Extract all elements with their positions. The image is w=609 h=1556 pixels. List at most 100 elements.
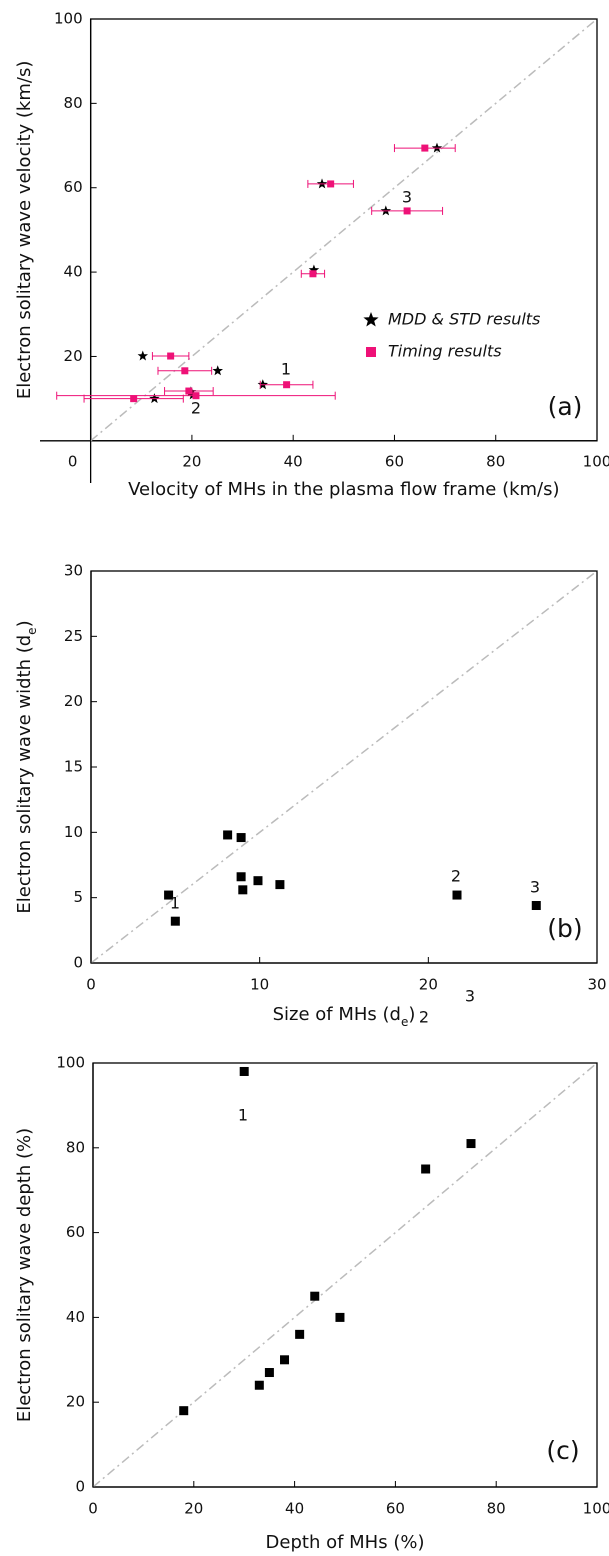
x-tick-label: 60 (385, 452, 404, 470)
x-tick-label: 40 (284, 452, 303, 470)
reference-line (90, 18, 598, 442)
x-tick-label: 60 (386, 1500, 405, 1518)
x-tick-label: 40 (285, 1500, 304, 1518)
star-point (257, 379, 268, 390)
x-axis-title-part: ) (408, 1004, 415, 1025)
y-tick-label: 100 (56, 1054, 85, 1072)
y-tick-label: 5 (73, 888, 83, 906)
x-axis-title: Depth of MHs (%) (266, 1532, 425, 1553)
square-point (223, 830, 233, 840)
square-point (280, 1355, 290, 1365)
x-tick-label: 0 (68, 452, 78, 470)
x-axis-title-part: e (401, 1015, 408, 1029)
x-tick-label: 80 (487, 1500, 506, 1518)
x-tick-label: 100 (583, 1500, 609, 1518)
x-tick-label: 20 (182, 452, 201, 470)
x-axis-title-part: Size of MHs (d (273, 1004, 401, 1025)
reference-line (90, 570, 598, 964)
square-point (264, 1368, 274, 1378)
annotation: 2 (451, 867, 461, 886)
star-point (149, 393, 160, 404)
y-tick-label: 60 (66, 1223, 85, 1241)
x-tick-label: 20 (419, 976, 438, 994)
annotation: 3 (402, 188, 412, 207)
x-tick-label: 10 (250, 976, 269, 994)
panel-label: (c) (546, 1436, 579, 1465)
x-axis-title: Velocity of MHs in the plasma flow frame… (128, 479, 559, 500)
y-tick-label: 25 (64, 627, 83, 645)
y-tick-label: 20 (64, 347, 83, 365)
square-point (239, 1066, 249, 1076)
square-point (403, 207, 411, 215)
legend-marker (363, 312, 379, 327)
legend-label: Timing results (388, 342, 502, 361)
x-tick-label: 0 (88, 1500, 98, 1518)
square-point (238, 885, 248, 895)
star-point (380, 205, 392, 216)
square-point (327, 180, 335, 188)
square-point (531, 901, 541, 911)
legend-label: MDD & STD results (388, 310, 540, 329)
square-point (421, 1164, 431, 1174)
annotation: 3 (465, 987, 475, 1006)
y-tick-label: 20 (64, 692, 83, 710)
square-point (309, 270, 317, 278)
square-point (236, 872, 246, 882)
square-point (466, 1139, 476, 1149)
annotation: 3 (530, 878, 540, 897)
annotation: 2 (419, 1008, 429, 1027)
square-point (130, 395, 138, 403)
star-point (308, 264, 320, 275)
square-point (179, 1406, 189, 1416)
square-point (452, 890, 462, 900)
square-point (167, 352, 175, 360)
square-point (185, 387, 193, 395)
square-point (164, 890, 174, 900)
y-axis-title: Electron solitary wave depth (%) (14, 1128, 35, 1422)
y-tick-label: 20 (66, 1393, 85, 1411)
star-point (431, 142, 443, 153)
x-tick-label: 30 (587, 976, 606, 994)
square-point (181, 367, 189, 375)
y-tick-label: 80 (64, 94, 83, 112)
square-point (295, 1329, 305, 1339)
annotation: 1 (170, 894, 180, 913)
star-point (316, 178, 328, 189)
square-point (170, 916, 180, 926)
reference-line (92, 1062, 598, 1488)
x-tick-label: 20 (184, 1500, 203, 1518)
square-point (310, 1291, 320, 1301)
square-point (335, 1312, 345, 1322)
y-axis-title: Electron solitary wave velocity (km/s) (14, 61, 35, 400)
y-tick-label: 30 (64, 562, 83, 580)
y-tick-label: 0 (75, 1478, 85, 1496)
square-point (192, 392, 200, 400)
square-point (253, 876, 263, 886)
y-tick-label: 15 (64, 758, 83, 776)
y-tick-label: 100 (54, 10, 83, 28)
legend-marker (366, 347, 376, 357)
y-tick-label: 40 (66, 1308, 85, 1326)
x-tick-label: 100 (583, 452, 609, 470)
y-tick-label: 60 (64, 178, 83, 196)
annotation: 1 (281, 360, 291, 379)
y-axis-title-part: e (25, 627, 39, 634)
square-point (275, 880, 285, 890)
square-point (421, 144, 429, 152)
y-axis-title-part: Electron solitary wave width (d (14, 635, 35, 914)
square-point (254, 1380, 264, 1390)
star-point (212, 365, 223, 376)
y-tick-label: 80 (66, 1138, 85, 1156)
y-tick-label: 40 (64, 263, 83, 281)
y-tick-label: 10 (64, 823, 83, 841)
star-point (137, 350, 148, 361)
square-point (283, 381, 291, 389)
square-point (236, 833, 246, 843)
panel-label: (a) (548, 392, 583, 421)
annotation: 2 (191, 399, 201, 418)
x-tick-label: 80 (486, 452, 505, 470)
y-axis-title: Electron solitary wave width (de) (14, 620, 39, 913)
panel-label: (b) (547, 914, 582, 943)
